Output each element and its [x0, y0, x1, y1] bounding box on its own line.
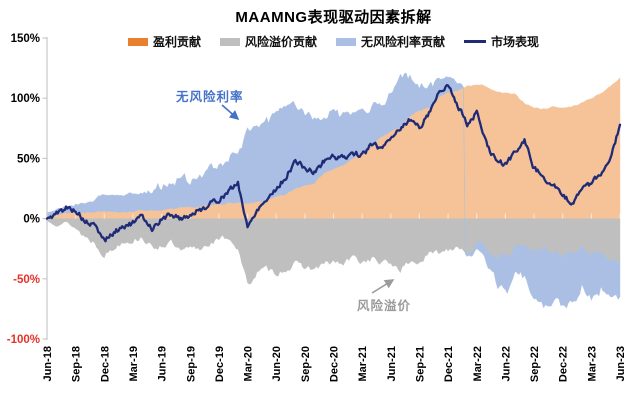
x-axis-tick-label: Sep-19: [185, 346, 197, 382]
x-axis-tick-label: Sep-18: [71, 346, 83, 382]
y-axis-tick-label: 50%: [17, 153, 40, 165]
y-axis-tick-label: 150%: [11, 33, 40, 45]
risk-free-arrow-icon: [221, 104, 240, 121]
x-axis-tick-label: Jun-19: [157, 346, 169, 381]
zero-axis-tick: [504, 213, 506, 219]
zero-axis-tick: [476, 213, 478, 219]
x-axis-tick-label: Mar-22: [472, 346, 484, 381]
x-axis-tick-label: Mar-21: [357, 346, 369, 381]
legend-item-risk-premium: 风险溢价贡献: [219, 33, 317, 50]
legend-item-market: 市场表现: [464, 33, 539, 50]
legend-label-risk-premium: 风险溢价贡献: [244, 35, 317, 49]
zero-axis-tick: [562, 213, 564, 219]
x-axis-tick-label: Jun-23: [615, 346, 627, 381]
x-axis-tick-label: Dec-18: [99, 346, 111, 382]
x-axis-tick-label: Sep-20: [300, 346, 312, 382]
annotation-risk-free: 无风险利率: [176, 86, 244, 105]
zero-axis-tick: [361, 213, 363, 219]
market-performance-line: [45, 83, 622, 243]
zero-axis-tick: [161, 213, 163, 219]
zero-axis-tick: [75, 213, 77, 219]
x-axis-tick-label: Jun-22: [500, 346, 512, 381]
x-axis-tick-label: Dec-20: [329, 346, 341, 382]
risk-premium-arrow-icon: [371, 279, 395, 294]
x-axis-tick-label: Sep-22: [529, 346, 541, 382]
legend-label-risk-free: 无风险利率贡献: [361, 35, 446, 49]
zero-axis-tick: [103, 213, 105, 219]
zero-axis-tick: [304, 213, 306, 219]
x-axis-tick-label: Mar-23: [586, 346, 598, 381]
market-line-swatch-icon: [464, 40, 487, 43]
y-axis-tick-label: 0%: [23, 214, 40, 226]
x-axis-tick-label: Sep-21: [414, 346, 426, 382]
zero-axis-tick: [332, 213, 335, 219]
zero-axis-tick: [275, 213, 277, 219]
zero-axis-tick: [619, 213, 621, 219]
y-axis-tick-label: 100%: [11, 93, 40, 105]
x-axis-tick-label: Jun-18: [42, 346, 54, 381]
zero-axis-tick: [533, 213, 535, 219]
earnings-swatch-icon: [127, 37, 148, 46]
legend: 盈利贡献 风险溢价贡献 无风险利率贡献 市场表现: [47, 33, 620, 50]
legend-item-earnings: 盈利贡献: [127, 33, 201, 50]
chart-title: MAAMNG表现驱动因素拆解: [235, 9, 432, 26]
legend-label-earnings: 盈利贡献: [152, 35, 201, 49]
zero-axis-tick: [590, 213, 592, 219]
zero-axis-tick: [390, 213, 392, 219]
y-axis-tick-label: -100%: [7, 334, 40, 346]
risk-free-area: [46, 72, 621, 309]
risk-premium-swatch-icon: [219, 37, 240, 46]
legend-label-market: 市场表现: [491, 35, 540, 49]
legend-item-risk-free: 无风险利率贡献: [336, 33, 445, 50]
risk-free-swatch-icon: [336, 37, 356, 46]
annotation-risk-free-label: 无风险利率: [176, 90, 244, 104]
x-axis-tick-label: Jun-20: [271, 346, 283, 381]
zero-axis-tick: [247, 213, 249, 219]
x-axis-tick-label: Jun-21: [386, 346, 398, 381]
x-axis-tick-label: Dec-21: [443, 346, 455, 382]
x-axis-tick-label: Mar-20: [243, 346, 255, 381]
x-axis-tick-label: Dec-19: [214, 346, 226, 382]
x-axis-tick-label: Dec-22: [558, 346, 570, 382]
y-axis-tick-label: -50%: [13, 274, 40, 286]
zero-axis-tick: [132, 213, 134, 219]
x-axis-tick-label: Mar-19: [128, 346, 140, 381]
zero-axis-tick: [218, 213, 220, 219]
zero-axis-tick: [447, 213, 449, 219]
annotation-risk-premium: 风险溢价: [357, 295, 411, 314]
zero-axis-tick: [418, 213, 420, 219]
annotation-risk-premium-label: 风险溢价: [357, 299, 412, 313]
